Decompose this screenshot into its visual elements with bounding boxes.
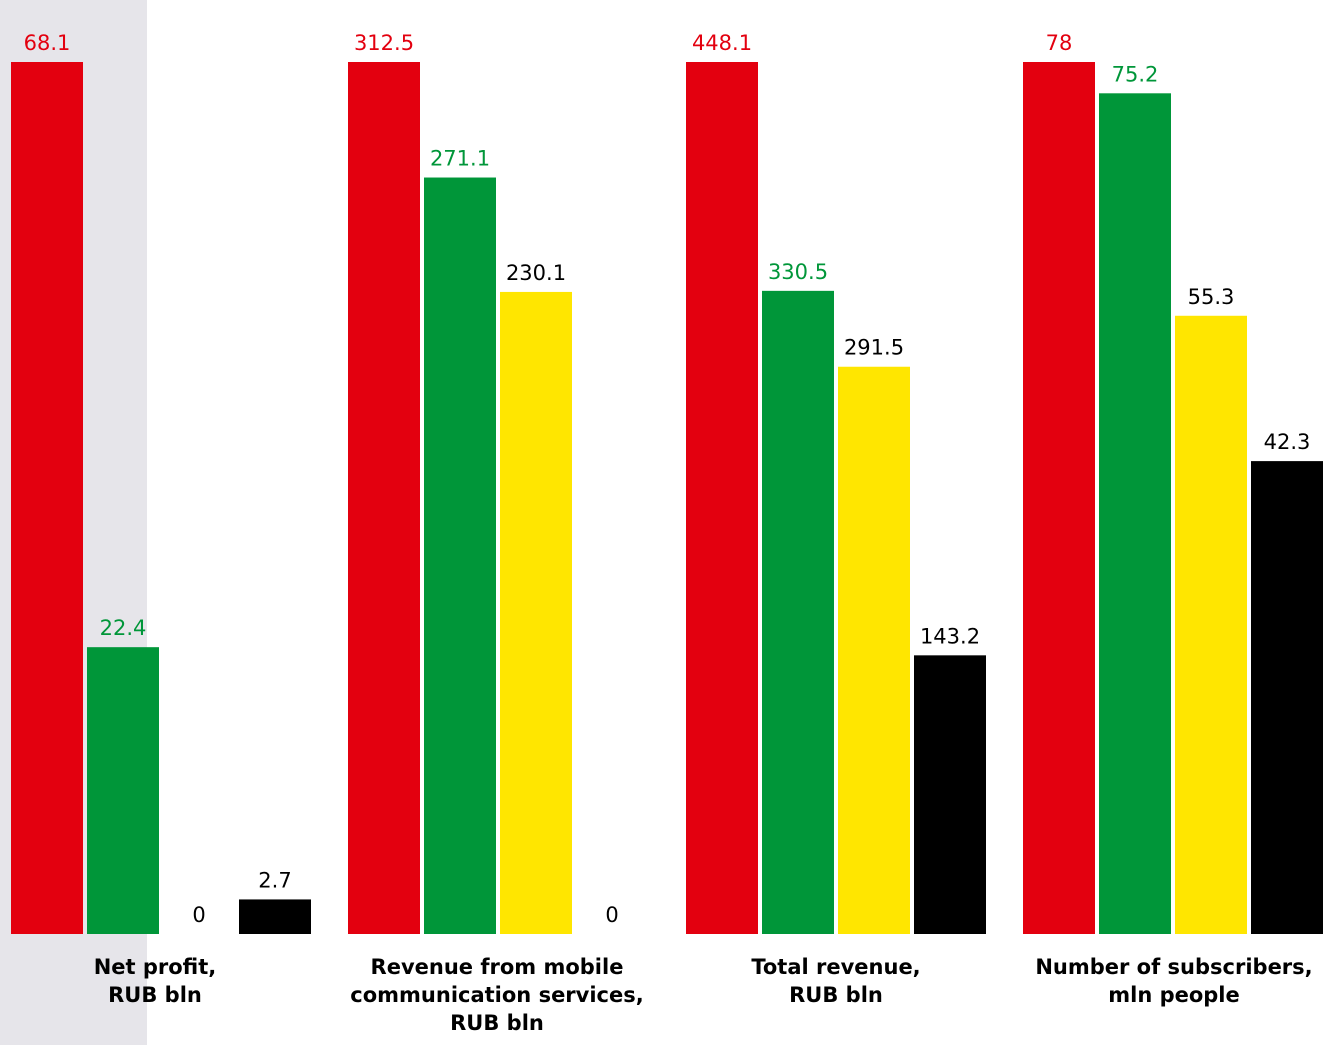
category-label-1-line-0: Revenue from mobile [371, 955, 624, 979]
bar-2-0 [686, 62, 758, 934]
bar-3-0 [1023, 62, 1095, 934]
bar-3-2 [1175, 315, 1247, 934]
value-label-0-3: 2.7 [258, 868, 291, 892]
category-label-1-line-2: RUB bln [450, 1011, 544, 1035]
bar-1-2 [500, 291, 572, 934]
value-label-0-0: 68.1 [24, 31, 71, 55]
category-label-0-line-1: RUB bln [108, 983, 202, 1007]
bar-0-1 [87, 647, 159, 934]
value-label-3-0: 78 [1046, 31, 1073, 55]
value-labels-layer: 68.1 22.4 0 2.7 312.5 271.1 230.1 0 448.1 330.5 29… [24, 31, 1311, 927]
value-label-2-1: 330.5 [768, 260, 828, 284]
value-label-0-1: 22.4 [100, 616, 147, 640]
value-label-0-2: 0 [192, 903, 205, 927]
value-label-1-0: 312.5 [354, 31, 414, 55]
value-label-1-3: 0 [605, 903, 618, 927]
bar-1-1 [424, 177, 496, 934]
category-label-2-line-0: Total revenue, [751, 955, 920, 979]
value-label-2-3: 143.2 [920, 624, 980, 648]
bar-2-3 [914, 655, 986, 934]
bar-3-1 [1099, 93, 1171, 935]
category-label-1-line-1: communication services, [350, 983, 643, 1007]
value-label-3-2: 55.3 [1188, 285, 1235, 309]
bar-1-0 [348, 62, 420, 934]
bars-layer [11, 62, 1323, 935]
value-label-2-2: 291.5 [844, 336, 904, 360]
bar-0-3 [239, 899, 311, 934]
bar-2-2 [838, 366, 910, 935]
category-labels-layer: Net profit, RUB bln Revenue from mobile com… [94, 955, 1313, 1035]
bar-2-1 [762, 290, 834, 935]
value-label-1-2: 230.1 [506, 261, 566, 285]
category-label-3-line-0: Number of subscribers, [1035, 955, 1312, 979]
category-label-0-line-0: Net profit, [94, 955, 217, 979]
category-label-2-line-1: RUB bln [789, 983, 883, 1007]
value-label-3-1: 75.2 [1112, 62, 1159, 86]
value-label-1-1: 271.1 [430, 147, 490, 171]
bar-0-0 [11, 62, 83, 934]
value-label-3-3: 42.3 [1264, 430, 1311, 454]
value-label-2-0: 448.1 [692, 31, 752, 55]
category-label-3-line-1: mln people [1108, 983, 1240, 1007]
bar-3-3 [1251, 461, 1323, 934]
